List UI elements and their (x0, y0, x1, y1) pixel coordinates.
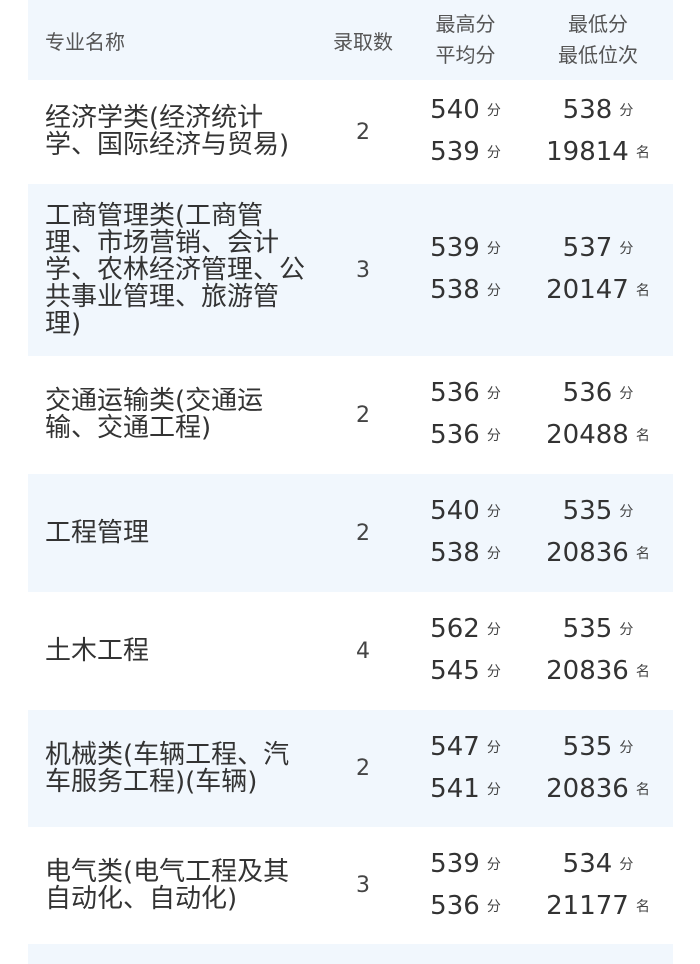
score-unit: 分 (486, 145, 501, 161)
major-name: 土木工程 (45, 635, 150, 666)
min-rank: 20836 (546, 773, 629, 804)
avg-score: 536 (430, 420, 480, 450)
table-row-partial (28, 944, 673, 964)
header-count: 录取数 (333, 29, 393, 54)
table-header: 专业名称 录取数 最高分 平均分 最低分 最低位次 (28, 0, 673, 80)
score-unit: 分 (486, 103, 501, 119)
table-row[interactable]: 交通运输类(交通运输、交通工程) 2 536 分 536 分 536 分 20488 名 (28, 356, 673, 474)
max-score: 536 (430, 378, 480, 408)
admit-count: 2 (356, 520, 370, 546)
max-score: 562 (430, 614, 480, 644)
min-rank: 20488 (546, 420, 629, 450)
score-unit: 分 (619, 103, 634, 119)
max-score: 540 (430, 95, 480, 125)
rank-unit: 名 (635, 145, 650, 161)
max-score: 547 (430, 731, 480, 762)
score-unit: 分 (486, 241, 501, 257)
score-unit: 分 (619, 504, 634, 520)
score-unit: 分 (619, 856, 634, 873)
score-unit: 分 (619, 739, 634, 756)
avg-score: 538 (430, 275, 480, 305)
min-rank: 20147 (546, 275, 629, 305)
score-unit: 分 (486, 856, 501, 873)
min-rank: 21177 (546, 890, 629, 921)
score-unit: 分 (486, 739, 501, 756)
min-score: 536 (562, 378, 613, 408)
score-unit: 分 (619, 622, 634, 638)
table-row[interactable]: 电气类(电气工程及其自动化、自动化) 3 539 分 536 分 534 分 2117… (28, 827, 673, 944)
rank-unit: 名 (635, 283, 650, 299)
header-min: 最低分 (568, 12, 628, 36)
major-name: 交通运输类(交通运输、交通工程) (45, 386, 264, 443)
score-unit: 分 (486, 546, 501, 562)
score-unit: 分 (619, 241, 634, 257)
header-avg: 平均分 (435, 43, 496, 67)
table-row[interactable]: 工商管理类(工商管理、市场营销、会计学、农林经济管理、公共事业管理、旅游管理) … (28, 184, 673, 356)
admit-count: 2 (356, 402, 370, 428)
min-score: 537 (562, 233, 613, 263)
admit-count: 3 (356, 257, 370, 283)
min-rank: 20836 (546, 656, 629, 686)
admit-count: 3 (356, 873, 370, 898)
min-score: 535 (562, 731, 613, 762)
score-unit: 分 (486, 428, 501, 444)
min-rank: 19814 (546, 137, 629, 167)
table-row[interactable]: 土木工程 4 562 分 545 分 535 分 20836 名 (28, 592, 673, 710)
score-unit: 分 (486, 664, 501, 680)
rank-unit: 名 (635, 664, 650, 680)
rank-unit: 名 (635, 781, 650, 798)
major-name: 经济学类(经济统计学、国际经济与贸易) (45, 103, 290, 160)
max-score: 539 (430, 233, 480, 263)
min-rank: 20836 (546, 538, 629, 568)
max-score: 540 (430, 496, 480, 526)
score-unit: 分 (486, 898, 501, 915)
min-score: 535 (562, 496, 613, 526)
avg-score: 536 (430, 890, 480, 921)
score-unit: 分 (619, 386, 634, 402)
header-max-avg: 最高分 平均分 (408, 9, 523, 71)
score-unit: 分 (486, 283, 501, 299)
avg-score: 539 (430, 137, 480, 167)
major-name: 电气类(电气工程及其自动化、自动化) (45, 856, 290, 914)
rank-unit: 名 (635, 898, 650, 915)
score-unit: 分 (486, 504, 501, 520)
max-score: 539 (430, 848, 480, 879)
header-max: 最高分 (435, 12, 496, 36)
min-score: 538 (562, 95, 613, 125)
score-unit: 分 (486, 622, 501, 638)
rank-unit: 名 (635, 428, 650, 444)
header-rank: 最低位次 (558, 43, 638, 67)
header-min-rank: 最低分 最低位次 (523, 9, 673, 71)
admit-count: 2 (356, 756, 370, 781)
major-name: 工程管理 (45, 517, 150, 548)
min-score: 534 (562, 848, 613, 879)
avg-score: 541 (430, 773, 480, 804)
avg-score: 545 (430, 656, 480, 686)
table-row[interactable]: 经济学类(经济统计学、国际经济与贸易) 2 540 分 539 分 538 分 198… (28, 80, 673, 184)
table-row[interactable]: 机械类(车辆工程、汽车服务工程)(车辆) 2 547 分 541 分 535 分 20… (28, 710, 673, 827)
rank-unit: 名 (635, 546, 650, 562)
score-unit: 分 (486, 781, 501, 798)
score-unit: 分 (486, 386, 501, 402)
major-name: 机械类(车辆工程、汽车服务工程)(车辆) (45, 739, 290, 797)
major-name: 工商管理类(工商管理、市场营销、会计学、农林经济管理、公共事业管理、旅游管理) (45, 200, 306, 339)
header-major-name: 专业名称 (45, 29, 125, 54)
avg-score: 538 (430, 538, 480, 568)
admit-count: 2 (356, 119, 370, 145)
admission-table: 专业名称 录取数 最高分 平均分 最低分 最低位次 经济学类(经济统计学、国际经… (28, 0, 673, 964)
admit-count: 4 (356, 638, 370, 664)
min-score: 535 (562, 614, 613, 644)
table-row[interactable]: 工程管理 2 540 分 538 分 535 分 20836 名 (28, 474, 673, 592)
